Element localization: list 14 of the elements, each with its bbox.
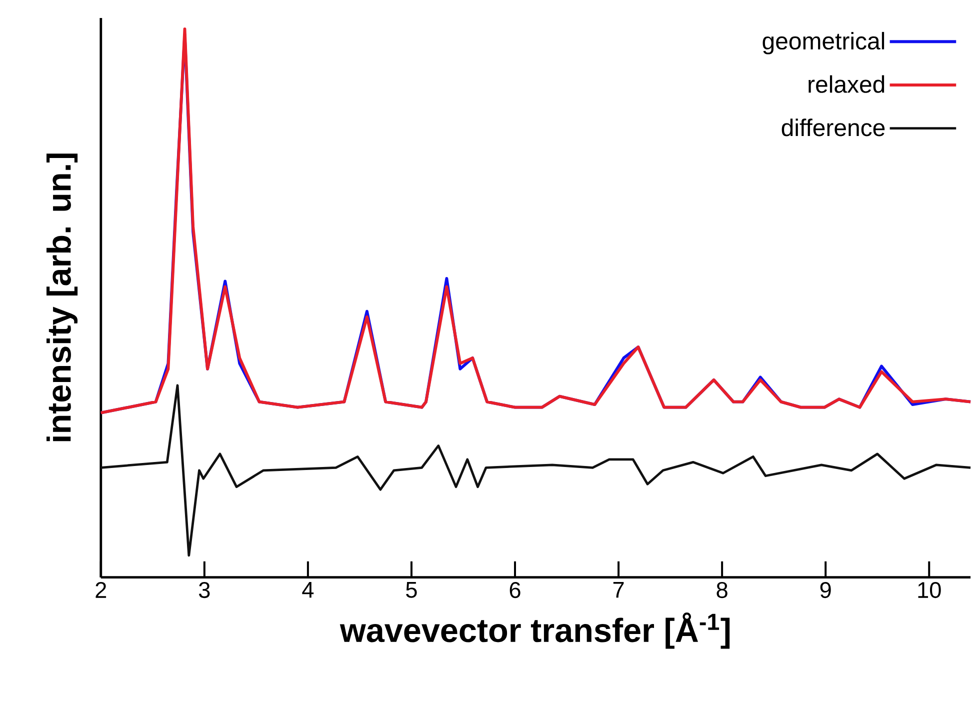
x-tick-label: 2 (96, 582, 106, 598)
x-tick-label: 7 (613, 582, 624, 598)
legend-label: difference (782, 118, 885, 136)
x-tick-label: 10 (918, 582, 941, 598)
x-tick-label: 8 (716, 582, 728, 598)
x-tick-label: 9 (820, 582, 831, 598)
x-tick-label: 5 (406, 582, 417, 598)
x-tick-label: 3 (198, 582, 210, 598)
legend-label: relaxed (808, 75, 884, 93)
legend-label: geometrical (762, 32, 884, 54)
x-tick-label: 4 (302, 582, 314, 598)
y-axis-title: intensity [arb. un.] (46, 154, 78, 442)
x-axis-title: wavevector transfer [Å$^{-1}$] (340, 612, 730, 649)
x-tick-label: 6 (510, 582, 520, 598)
